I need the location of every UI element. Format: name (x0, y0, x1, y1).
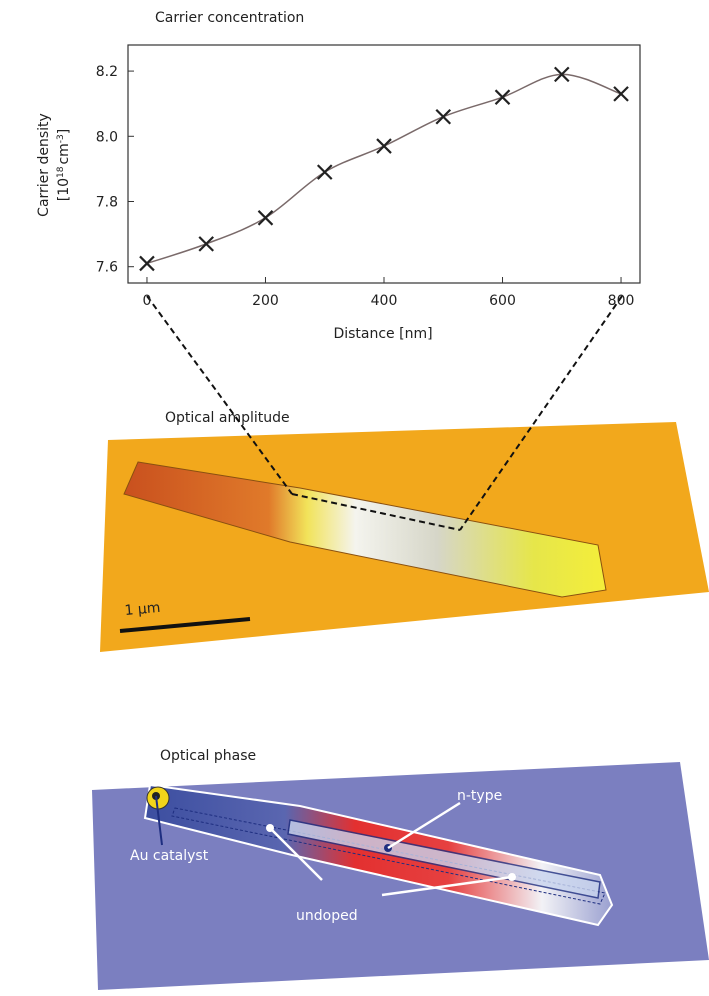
phase-label: n-type (457, 788, 502, 804)
y-tick-label: 7.8 (96, 194, 118, 210)
unit-exp: -3 (56, 134, 66, 143)
marker (496, 90, 510, 104)
marker (140, 256, 154, 270)
figure: Carrier concentration Distance [nm] Carr… (0, 0, 709, 992)
scale-bar-label: 1 µm (124, 600, 161, 619)
x-tick-label: 200 (252, 293, 279, 309)
marker (377, 139, 391, 153)
panel-title: Optical phase (160, 748, 256, 764)
x-axis-label: Distance [nm] (333, 326, 432, 342)
y-axis-unit: [1018 cm-3] (56, 129, 72, 202)
chart-title: Carrier concentration (155, 10, 304, 26)
phase-label: Au catalyst (130, 848, 209, 864)
y-tick-label: 7.6 (96, 260, 118, 276)
y-tick-label: 8.2 (96, 64, 118, 80)
unit-exp: 18 (56, 166, 66, 178)
y-axis-label: Carrier density (36, 113, 52, 217)
x-tick-label: 0 (143, 293, 152, 309)
y-tick-label: 8.0 (96, 129, 118, 145)
x-tick-label: 800 (608, 293, 635, 309)
marker (318, 165, 332, 179)
unit-part: ] (56, 129, 72, 134)
unit-part: cm (56, 143, 72, 164)
x-tick-label: 600 (489, 293, 516, 309)
x-tick-label: 400 (371, 293, 398, 309)
panel-title: Optical amplitude (165, 410, 290, 426)
marker (436, 110, 450, 124)
phase-label: undoped (296, 908, 358, 924)
unit-part: [10 (56, 178, 72, 201)
marker (614, 87, 628, 101)
marker (199, 237, 213, 251)
plot-frame (128, 45, 640, 283)
curve (147, 74, 621, 263)
marker (258, 211, 272, 225)
